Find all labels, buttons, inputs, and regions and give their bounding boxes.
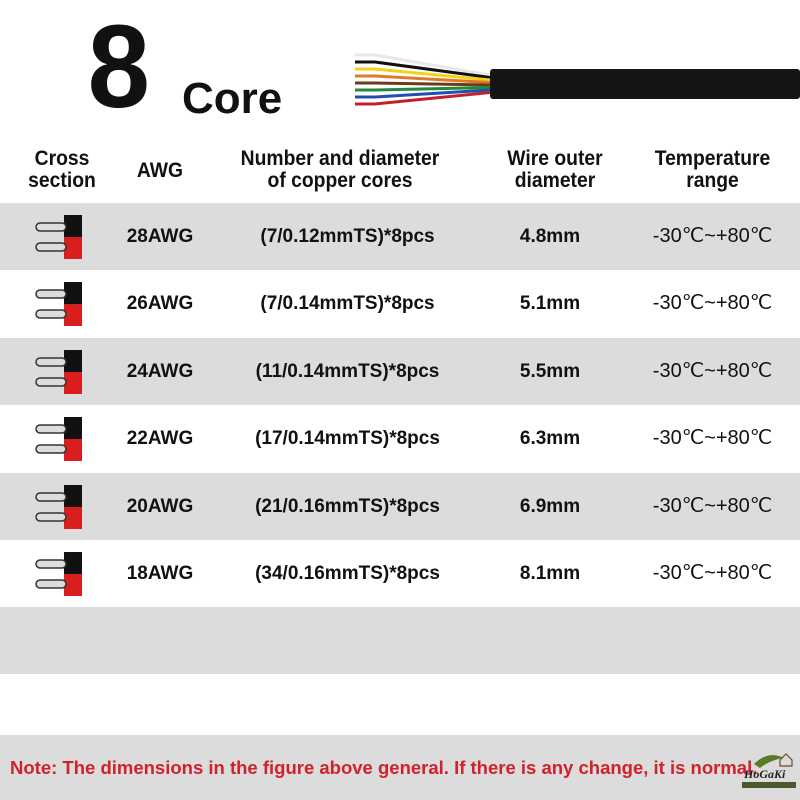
outer-diameter-cell: 5.5mm: [519, 360, 581, 382]
table-row: 20AWG (21/0.16mmTS)*8pcs 6.9mm -30℃~+80℃: [0, 472, 800, 540]
wire-2: [355, 67, 491, 82]
wire-1: [355, 60, 491, 79]
awg-cell: 22AWG: [126, 428, 194, 450]
awg-cell: 24AWG: [126, 360, 194, 382]
outer-diameter-cell: 5.1mm: [519, 293, 581, 315]
copper-cores-cell: (17/0.14mmTS)*8pcs: [255, 428, 440, 450]
header-copper-cores: Number and diameter of copper cores: [240, 147, 440, 192]
header-awg: AWG: [136, 159, 184, 182]
temperature-cell: -30℃~+80℃: [652, 359, 773, 382]
table-row: 28AWG (7/0.12mmTS)*8pcs 4.8mm -30℃~+80℃: [0, 203, 800, 270]
header-temperature: Temperature range: [654, 147, 771, 192]
core-label: Core: [182, 74, 283, 123]
header-cross-section: Cross section: [28, 147, 96, 192]
wire-6: [355, 88, 491, 99]
cable-illustration: [355, 53, 800, 106]
temperature-cell: -30℃~+80℃: [652, 562, 773, 584]
copper-cores-cell: (21/0.16mmTS)*8pcs: [255, 495, 440, 517]
empty-row: [0, 607, 800, 674]
outer-diameter-cell: 4.8mm: [519, 226, 581, 247]
temperature-cell: -30℃~+80℃: [652, 292, 773, 315]
cross-section-icon: [35, 484, 82, 529]
svg-text:HoGaKi: HoGaKi: [743, 767, 786, 781]
temperature-cell: -30℃~+80℃: [652, 427, 773, 450]
awg-cell: 28AWG: [126, 226, 194, 247]
outer-diameter-cell: 6.9mm: [519, 495, 581, 517]
wire-0: [355, 53, 491, 77]
temperature-cell: -30℃~+80℃: [652, 494, 773, 517]
wire-5: [355, 86, 491, 92]
copper-cores-cell: (7/0.12mmTS)*8pcs: [260, 226, 435, 247]
copper-cores-cell: (34/0.16mmTS)*8pcs: [255, 563, 440, 584]
wire-4: [355, 81, 491, 87]
cross-section-icon: [35, 417, 82, 462]
cross-section-icon: [35, 282, 82, 327]
cross-section-icon: [35, 349, 82, 394]
core-count: 8: [87, 1, 150, 133]
note-text: Note: The dimensions in the figure above…: [10, 757, 758, 778]
cross-section-icon: [35, 552, 82, 596]
awg-cell: 18AWG: [126, 563, 194, 584]
outer-diameter-cell: 6.3mm: [519, 428, 581, 450]
copper-cores-cell: (7/0.14mmTS)*8pcs: [260, 293, 435, 315]
awg-cell: 26AWG: [126, 293, 194, 315]
copper-cores-cell: (11/0.14mmTS)*8pcs: [255, 360, 440, 382]
table-row: 24AWG (11/0.14mmTS)*8pcs 5.5mm -30℃~+80℃: [0, 337, 800, 405]
wire-3: [355, 74, 491, 84]
table-row: 22AWG (17/0.14mmTS)*8pcs 6.3mm -30℃~+80℃: [0, 405, 800, 472]
temperature-cell: -30℃~+80℃: [652, 225, 773, 247]
note-bar: Note: The dimensions in the figure above…: [0, 735, 800, 800]
table-row: 26AWG (7/0.14mmTS)*8pcs 5.1mm -30℃~+80℃: [0, 270, 800, 337]
header-outer-diameter: Wire outer diameter: [507, 147, 603, 192]
awg-cell: 20AWG: [126, 495, 194, 517]
table-row: 18AWG (34/0.16mmTS)*8pcs 8.1mm -30℃~+80℃: [0, 540, 800, 607]
wire-7: [355, 91, 491, 106]
hogaki-logo: HoGaKi: [742, 753, 796, 788]
cross-section-icon: [35, 215, 82, 259]
outer-diameter-cell: 8.1mm: [519, 563, 581, 584]
